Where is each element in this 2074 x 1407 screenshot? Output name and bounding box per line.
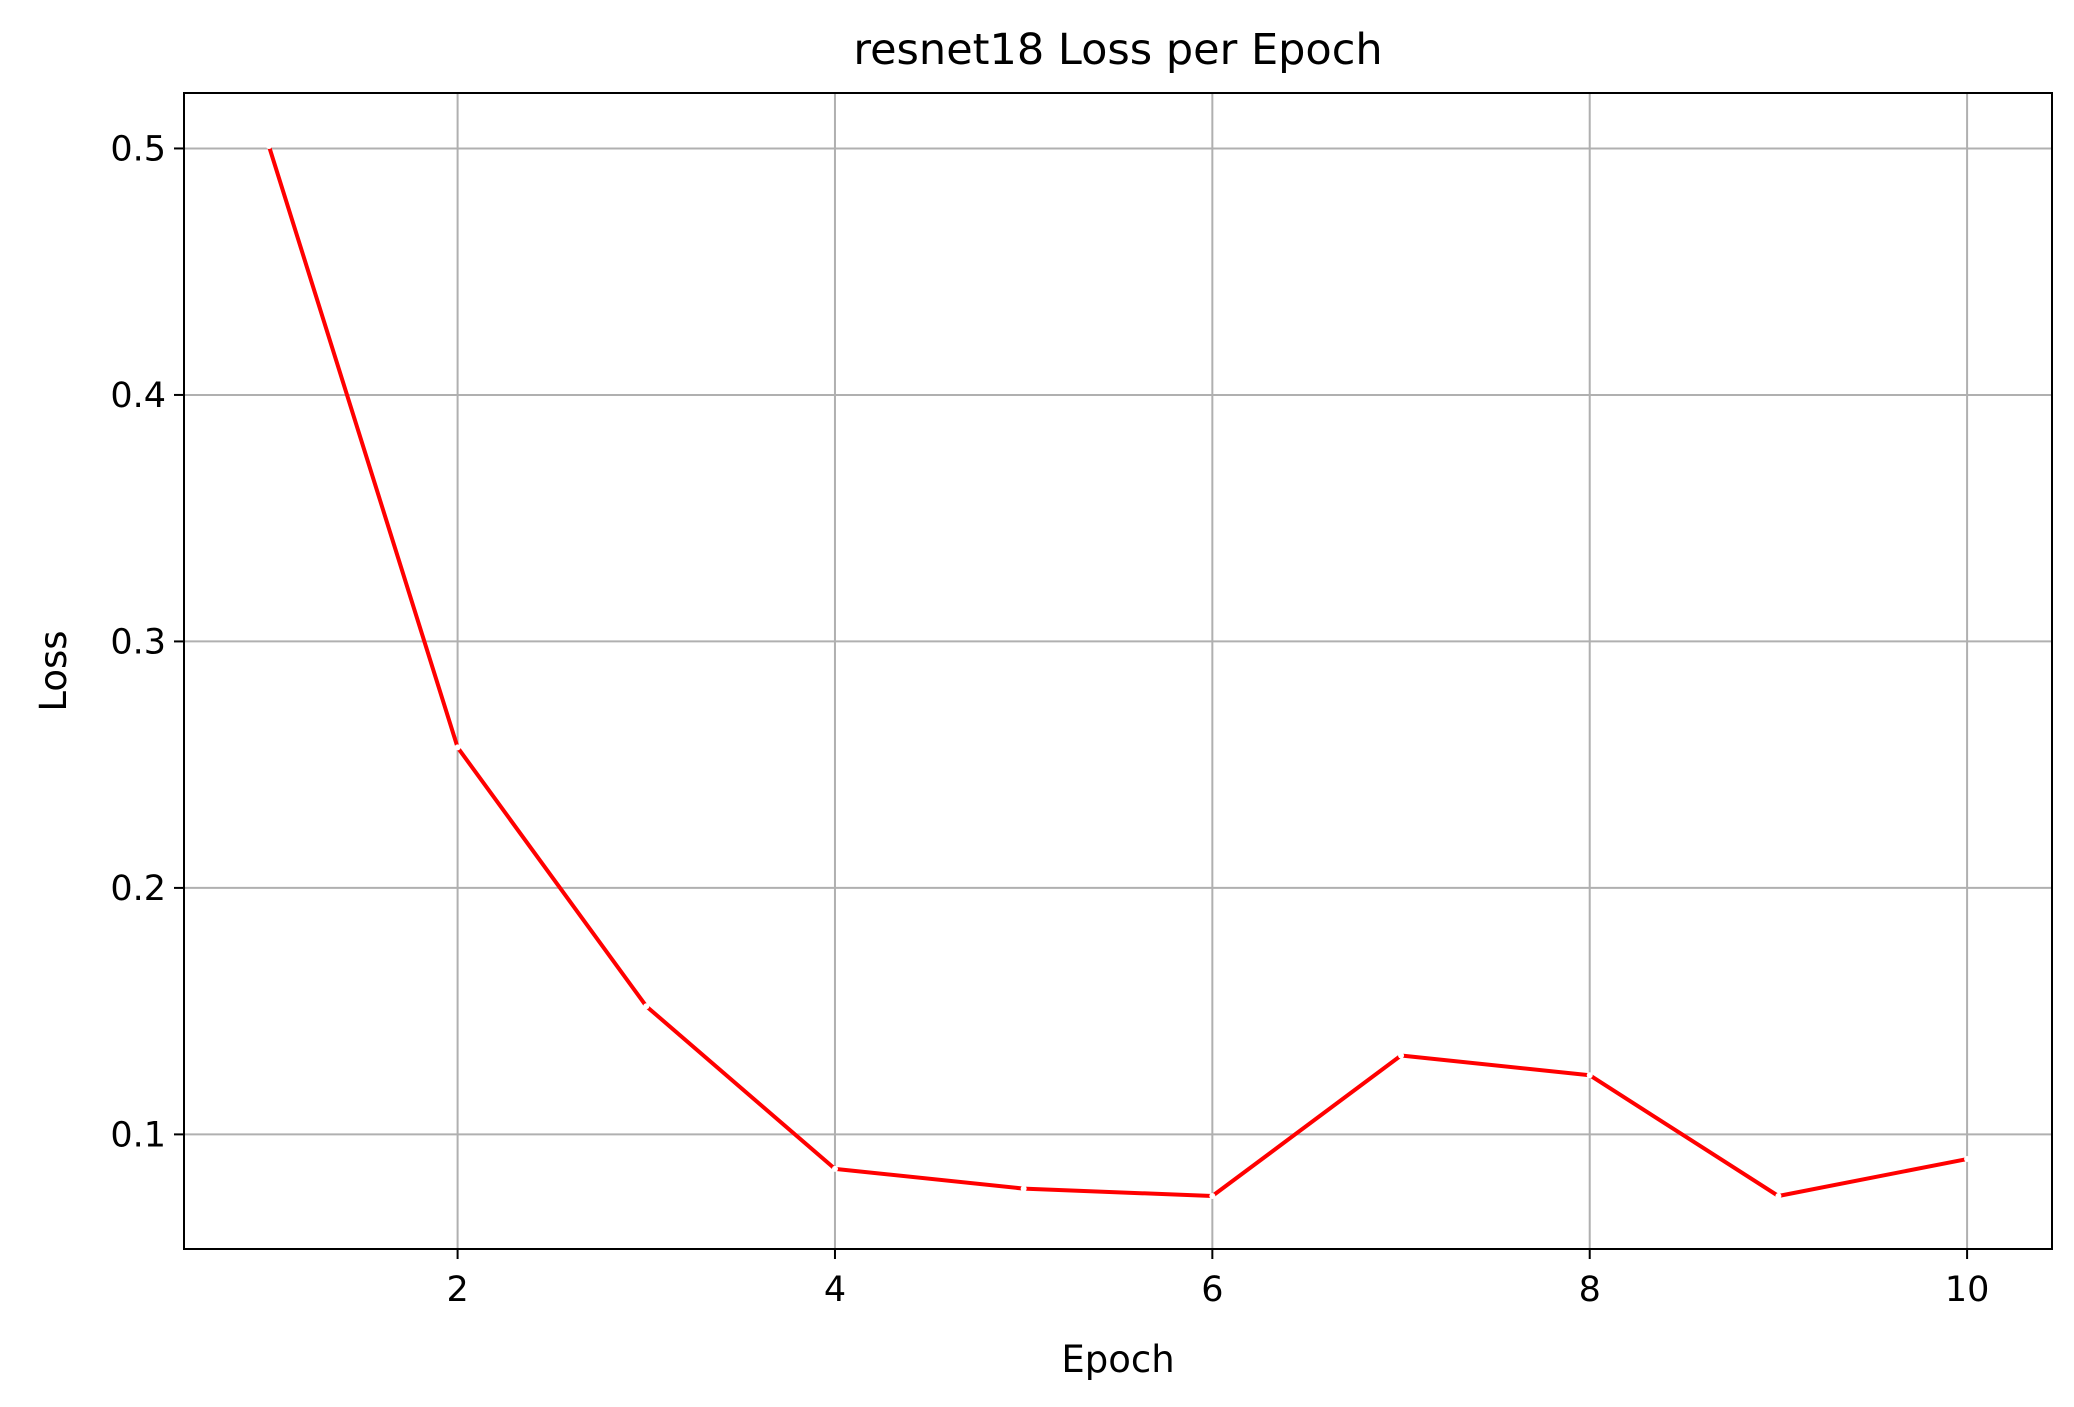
data-point xyxy=(831,1165,838,1172)
data-point xyxy=(1775,1193,1782,1200)
y-tick-label: 0.3 xyxy=(110,622,166,662)
data-point xyxy=(1586,1072,1593,1079)
data-point xyxy=(454,744,461,751)
plot-frame xyxy=(183,92,2053,1250)
y-axis-label: Loss xyxy=(32,630,75,711)
tick-group: 2 4 6 8 10 0.1 0.2 0.3 0.4 0.5 xyxy=(110,129,1989,1310)
data-point xyxy=(1209,1193,1216,1200)
chart-title: resnet18 Loss per Epoch xyxy=(853,25,1382,75)
data-point xyxy=(643,1003,650,1010)
y-tick-label: 0.1 xyxy=(110,1115,166,1155)
x-axis-label: Epoch xyxy=(1061,1338,1174,1381)
data-point xyxy=(1398,1052,1405,1059)
y-tick-label: 0.5 xyxy=(110,129,166,169)
data-point xyxy=(265,142,272,149)
x-tick-label: 2 xyxy=(446,1270,468,1310)
x-tick-label: 8 xyxy=(1579,1270,1601,1310)
data-point xyxy=(1964,1156,1971,1163)
x-tick-label: 4 xyxy=(824,1270,846,1310)
grid-lines xyxy=(184,93,2052,1249)
series-group xyxy=(265,142,1971,1200)
x-tick-label: 10 xyxy=(1945,1270,1990,1310)
loss-series-line xyxy=(267,145,1968,1199)
x-tick-label: 6 xyxy=(1201,1270,1223,1310)
y-tick-label: 0.2 xyxy=(110,869,166,909)
y-tick-label: 0.4 xyxy=(110,376,166,416)
data-point xyxy=(1020,1185,1027,1192)
